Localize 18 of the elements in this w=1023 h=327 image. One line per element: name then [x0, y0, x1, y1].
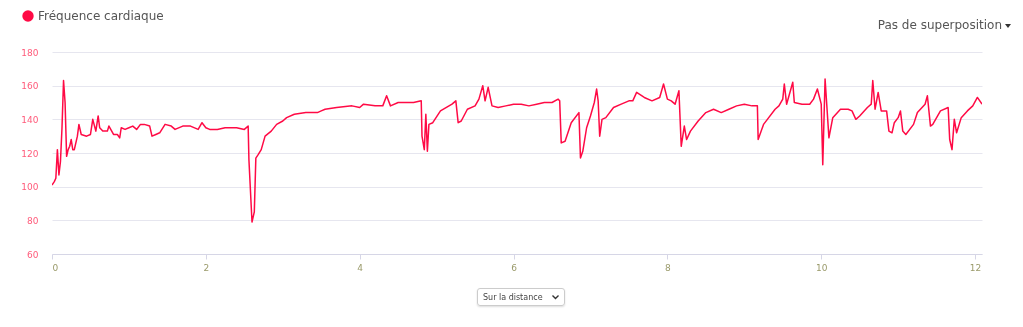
y-tick-label: 120	[21, 148, 39, 159]
line-series	[52, 78, 982, 223]
y-tick-label: 180	[21, 47, 39, 58]
y-tick-label: 100	[21, 182, 39, 193]
x-tick-label: 4	[357, 262, 364, 273]
text: Pas de superposition	[877, 18, 1002, 32]
y-tick-label: 60	[27, 249, 39, 260]
x-tick-label: 0	[52, 262, 59, 273]
dropdown-field: Sur la distance	[477, 288, 565, 306]
x-tick-label: 10	[816, 262, 828, 273]
x-tick-label: 6	[511, 262, 518, 273]
x-tick-label: 2	[203, 262, 210, 273]
y-tick-label: 160	[21, 81, 39, 92]
x-tick-label: 12	[969, 262, 982, 273]
x-tick-label: 8	[665, 262, 672, 273]
y-tick-label: 140	[21, 114, 39, 125]
y-tick-label: 80	[27, 215, 39, 226]
legend-label: Fréquence cardiaque	[38, 9, 164, 23]
